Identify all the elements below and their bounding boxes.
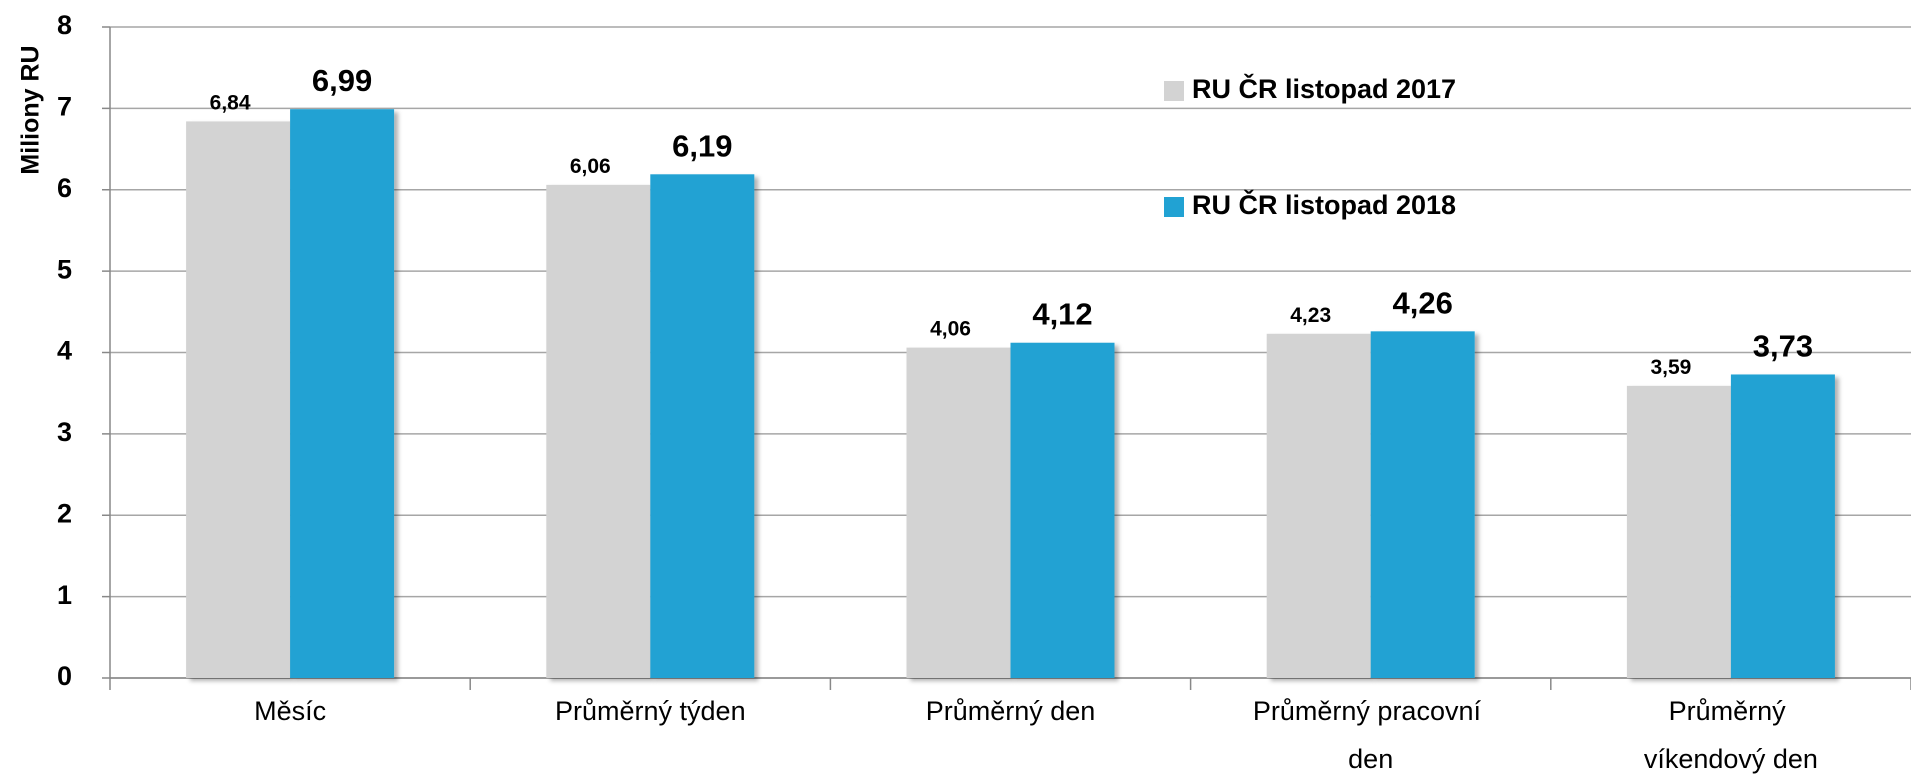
value-label: 4,06	[930, 318, 971, 341]
bar	[186, 121, 291, 678]
y-tick-label: 5	[57, 254, 72, 284]
legend-swatch	[1164, 81, 1184, 101]
value-label: 4,12	[1032, 297, 1092, 332]
value-label: 4,23	[1290, 304, 1331, 327]
bar	[1730, 374, 1835, 678]
bar	[290, 109, 395, 679]
x-tick-label: Průměrný týden	[555, 696, 746, 726]
y-tick-label: 8	[57, 10, 72, 40]
bar	[546, 184, 651, 678]
y-tick-label: 1	[57, 580, 72, 610]
legend-label: RU ČR listopad 2018	[1192, 189, 1456, 220]
y-axis-label: Miliony RU	[17, 45, 45, 174]
x-tick-label: Měsíc	[254, 696, 326, 726]
bar	[906, 347, 1011, 678]
x-tick-label-line: Průměrný	[1669, 696, 1794, 726]
value-label: 6,06	[570, 155, 611, 178]
bar	[1626, 385, 1731, 678]
y-tick-label: 0	[57, 661, 72, 691]
legend-swatch	[1164, 197, 1184, 217]
x-tick-label-line: den	[1348, 744, 1393, 774]
x-tick-label-line: Průměrný pracovní	[1253, 696, 1489, 726]
bar	[1266, 333, 1371, 678]
bar	[1370, 331, 1475, 678]
bar	[1010, 342, 1115, 678]
bar	[650, 174, 755, 678]
value-label: 3,73	[1753, 328, 1813, 363]
y-tick-label: 3	[57, 417, 72, 447]
x-tick-label: Průměrný den	[926, 696, 1096, 726]
x-tick-label: Průměrný víkendový den	[1644, 696, 1818, 774]
y-tick-label: 2	[57, 498, 72, 528]
legend-label: RU ČR listopad 2017	[1192, 73, 1456, 104]
value-label: 4,26	[1393, 285, 1453, 320]
x-tick-label: Průměrný pracovní den	[1253, 696, 1489, 774]
y-tick-label: 4	[57, 336, 72, 366]
value-label: 6,19	[672, 128, 732, 163]
y-tick-label: 6	[57, 173, 72, 203]
value-label: 6,84	[210, 91, 251, 114]
y-tick-label: 7	[57, 92, 72, 122]
x-tick-label-line: víkendový den	[1644, 744, 1818, 774]
value-label: 6,99	[312, 63, 372, 98]
value-label: 3,59	[1650, 356, 1691, 379]
